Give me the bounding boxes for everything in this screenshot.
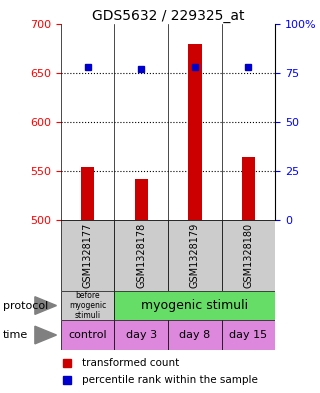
Text: day 15: day 15 [229,330,268,340]
Text: control: control [68,330,107,340]
Bar [168,320,222,350]
Text: GSM1328178: GSM1328178 [136,223,146,288]
Bar [61,320,115,350]
Bar [222,320,275,350]
Text: before
myogenic
stimuli: before myogenic stimuli [69,291,106,320]
Text: protocol: protocol [3,301,48,310]
Bar [188,44,202,220]
Text: GSM1328180: GSM1328180 [244,223,253,288]
Text: percentile rank within the sample: percentile rank within the sample [82,375,258,385]
Bar [134,179,148,220]
Text: GSM1328179: GSM1328179 [190,223,200,288]
Bar [115,320,168,350]
Bar [61,291,115,320]
Bar [61,220,115,291]
Text: GSM1328177: GSM1328177 [83,223,92,288]
Bar [168,220,222,291]
Text: time: time [3,330,28,340]
Text: myogenic stimuli: myogenic stimuli [141,299,248,312]
Bar [242,157,255,220]
Title: GDS5632 / 229325_at: GDS5632 / 229325_at [92,9,244,22]
Text: day 8: day 8 [179,330,211,340]
Polygon shape [35,297,56,314]
Bar [81,167,94,220]
Bar [222,220,275,291]
Text: day 3: day 3 [126,330,157,340]
Bar [115,291,275,320]
Bar [115,220,168,291]
Text: transformed count: transformed count [82,358,180,367]
Polygon shape [35,326,56,344]
